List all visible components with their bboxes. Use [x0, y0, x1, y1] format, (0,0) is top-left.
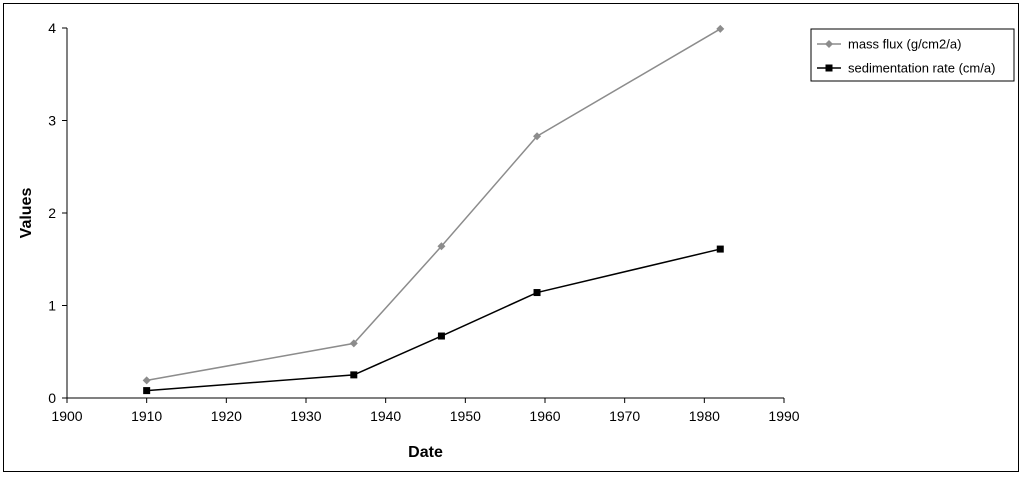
- x-tick-label: 1980: [689, 408, 720, 424]
- y-tick-label: 3: [48, 113, 56, 129]
- x-tick-label: 1930: [290, 408, 321, 424]
- legend-box: [810, 28, 1015, 82]
- y-tick-label: 0: [48, 390, 56, 406]
- series-layer: [142, 24, 725, 395]
- x-axis-title: Date: [408, 444, 443, 461]
- x-tick-label: 1900: [51, 408, 82, 424]
- legend-swatch-marker: [825, 64, 833, 72]
- y-tick-label: 2: [48, 205, 56, 221]
- y-axis-ticks: 0 1 2 3 4: [48, 20, 67, 406]
- series-1: [142, 24, 725, 385]
- series-line: [146, 28, 721, 382]
- legend-entry: sedimentation rate (cm/a): [817, 61, 995, 76]
- x-axis-ticks: 1900 1910 1920 1930 1940 1950 1960 1970 1980 1990: [51, 398, 800, 424]
- y-tick-label: 1: [48, 298, 56, 314]
- data-point: [437, 242, 446, 251]
- series-line: [146, 248, 721, 392]
- y-tick-label: 4: [48, 20, 56, 36]
- legend: mass flux (g/cm2/a) sedimentation rate (c…: [810, 28, 1015, 82]
- data-point: [716, 245, 724, 253]
- data-point: [437, 332, 445, 340]
- data-point: [533, 132, 542, 141]
- data-point: [350, 371, 358, 379]
- x-tick-label: 1940: [370, 408, 401, 424]
- data-point: [143, 387, 151, 395]
- x-tick-label: 1960: [529, 408, 560, 424]
- data-point: [533, 289, 541, 297]
- legend-label: sedimentation rate (cm/a): [848, 61, 995, 76]
- y-axis-title: Values: [18, 188, 35, 239]
- x-tick-label: 1950: [450, 408, 481, 424]
- legend-entry: mass flux (g/cm2/a): [817, 37, 961, 52]
- x-tick-label: 1910: [131, 408, 162, 424]
- data-point: [142, 376, 151, 385]
- legend-swatch-marker: [825, 40, 833, 48]
- x-tick-label: 1920: [211, 408, 242, 424]
- series-2: [143, 245, 724, 395]
- x-tick-label: 1990: [768, 408, 799, 424]
- data-point: [716, 24, 725, 33]
- legend-label: mass flux (g/cm2/a): [848, 37, 961, 52]
- x-tick-label: 1970: [609, 408, 640, 424]
- data-point: [349, 339, 358, 348]
